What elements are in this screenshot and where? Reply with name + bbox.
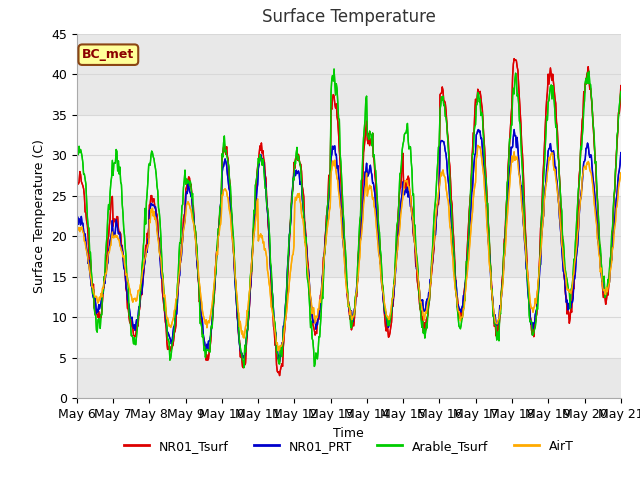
- Arable_Tsurf: [83, 199, 90, 204]
- NR01_PRT: [139, 282, 147, 288]
- Bar: [77, 196, 621, 277]
- NR01_PRT: [194, 268, 202, 274]
- Line: Arable_Tsurf: Arable_Tsurf: [77, 69, 621, 368]
- Arable_Tsurf: [194, 268, 202, 274]
- NR01_PRT: [73, 226, 81, 231]
- Arable_Tsurf: [139, 257, 147, 263]
- NR01_PRT: [276, 359, 284, 364]
- AirT: [83, 248, 90, 254]
- Bar: [77, 358, 621, 398]
- NR01_Tsurf: [73, 187, 81, 192]
- NR01_PRT: [83, 246, 90, 252]
- Line: NR01_PRT: NR01_PRT: [77, 130, 621, 361]
- Arable_Tsurf: [433, 186, 440, 192]
- NR01_Tsurf: [194, 270, 202, 276]
- NR01_Tsurf: [139, 277, 147, 283]
- Arable_Tsurf: [417, 305, 424, 311]
- NR01_PRT: [431, 232, 439, 238]
- NR01_Tsurf: [223, 144, 230, 150]
- NR01_PRT: [475, 127, 483, 132]
- NR01_Tsurf: [83, 218, 90, 224]
- Legend: NR01_Tsurf, NR01_PRT, Arable_Tsurf, AirT: NR01_Tsurf, NR01_PRT, Arable_Tsurf, AirT: [119, 435, 579, 458]
- Text: BC_met: BC_met: [82, 48, 134, 61]
- NR01_PRT: [416, 289, 424, 295]
- Arable_Tsurf: [330, 66, 338, 72]
- AirT: [416, 287, 424, 293]
- AirT: [223, 189, 230, 195]
- AirT: [274, 348, 282, 354]
- NR01_Tsurf: [510, 56, 518, 61]
- AirT: [73, 229, 81, 235]
- AirT: [431, 220, 439, 226]
- Arable_Tsurf: [73, 156, 81, 162]
- Line: NR01_Tsurf: NR01_Tsurf: [77, 59, 621, 375]
- NR01_Tsurf: [431, 227, 439, 233]
- Bar: [77, 115, 621, 196]
- Arable_Tsurf: [240, 365, 248, 371]
- Arable_Tsurf: [223, 152, 230, 157]
- Line: AirT: AirT: [77, 145, 621, 351]
- X-axis label: Time: Time: [333, 427, 364, 440]
- NR01_PRT: [223, 163, 230, 168]
- NR01_PRT: [617, 150, 625, 156]
- AirT: [617, 170, 625, 176]
- NR01_Tsurf: [416, 301, 424, 307]
- NR01_Tsurf: [617, 83, 625, 88]
- Arable_Tsurf: [617, 89, 625, 95]
- Bar: [77, 34, 621, 115]
- AirT: [194, 259, 202, 265]
- AirT: [139, 267, 147, 273]
- Y-axis label: Surface Temperature (C): Surface Temperature (C): [33, 139, 45, 293]
- AirT: [474, 143, 482, 148]
- NR01_Tsurf: [276, 372, 284, 378]
- Title: Surface Temperature: Surface Temperature: [262, 9, 436, 26]
- Bar: [77, 277, 621, 358]
